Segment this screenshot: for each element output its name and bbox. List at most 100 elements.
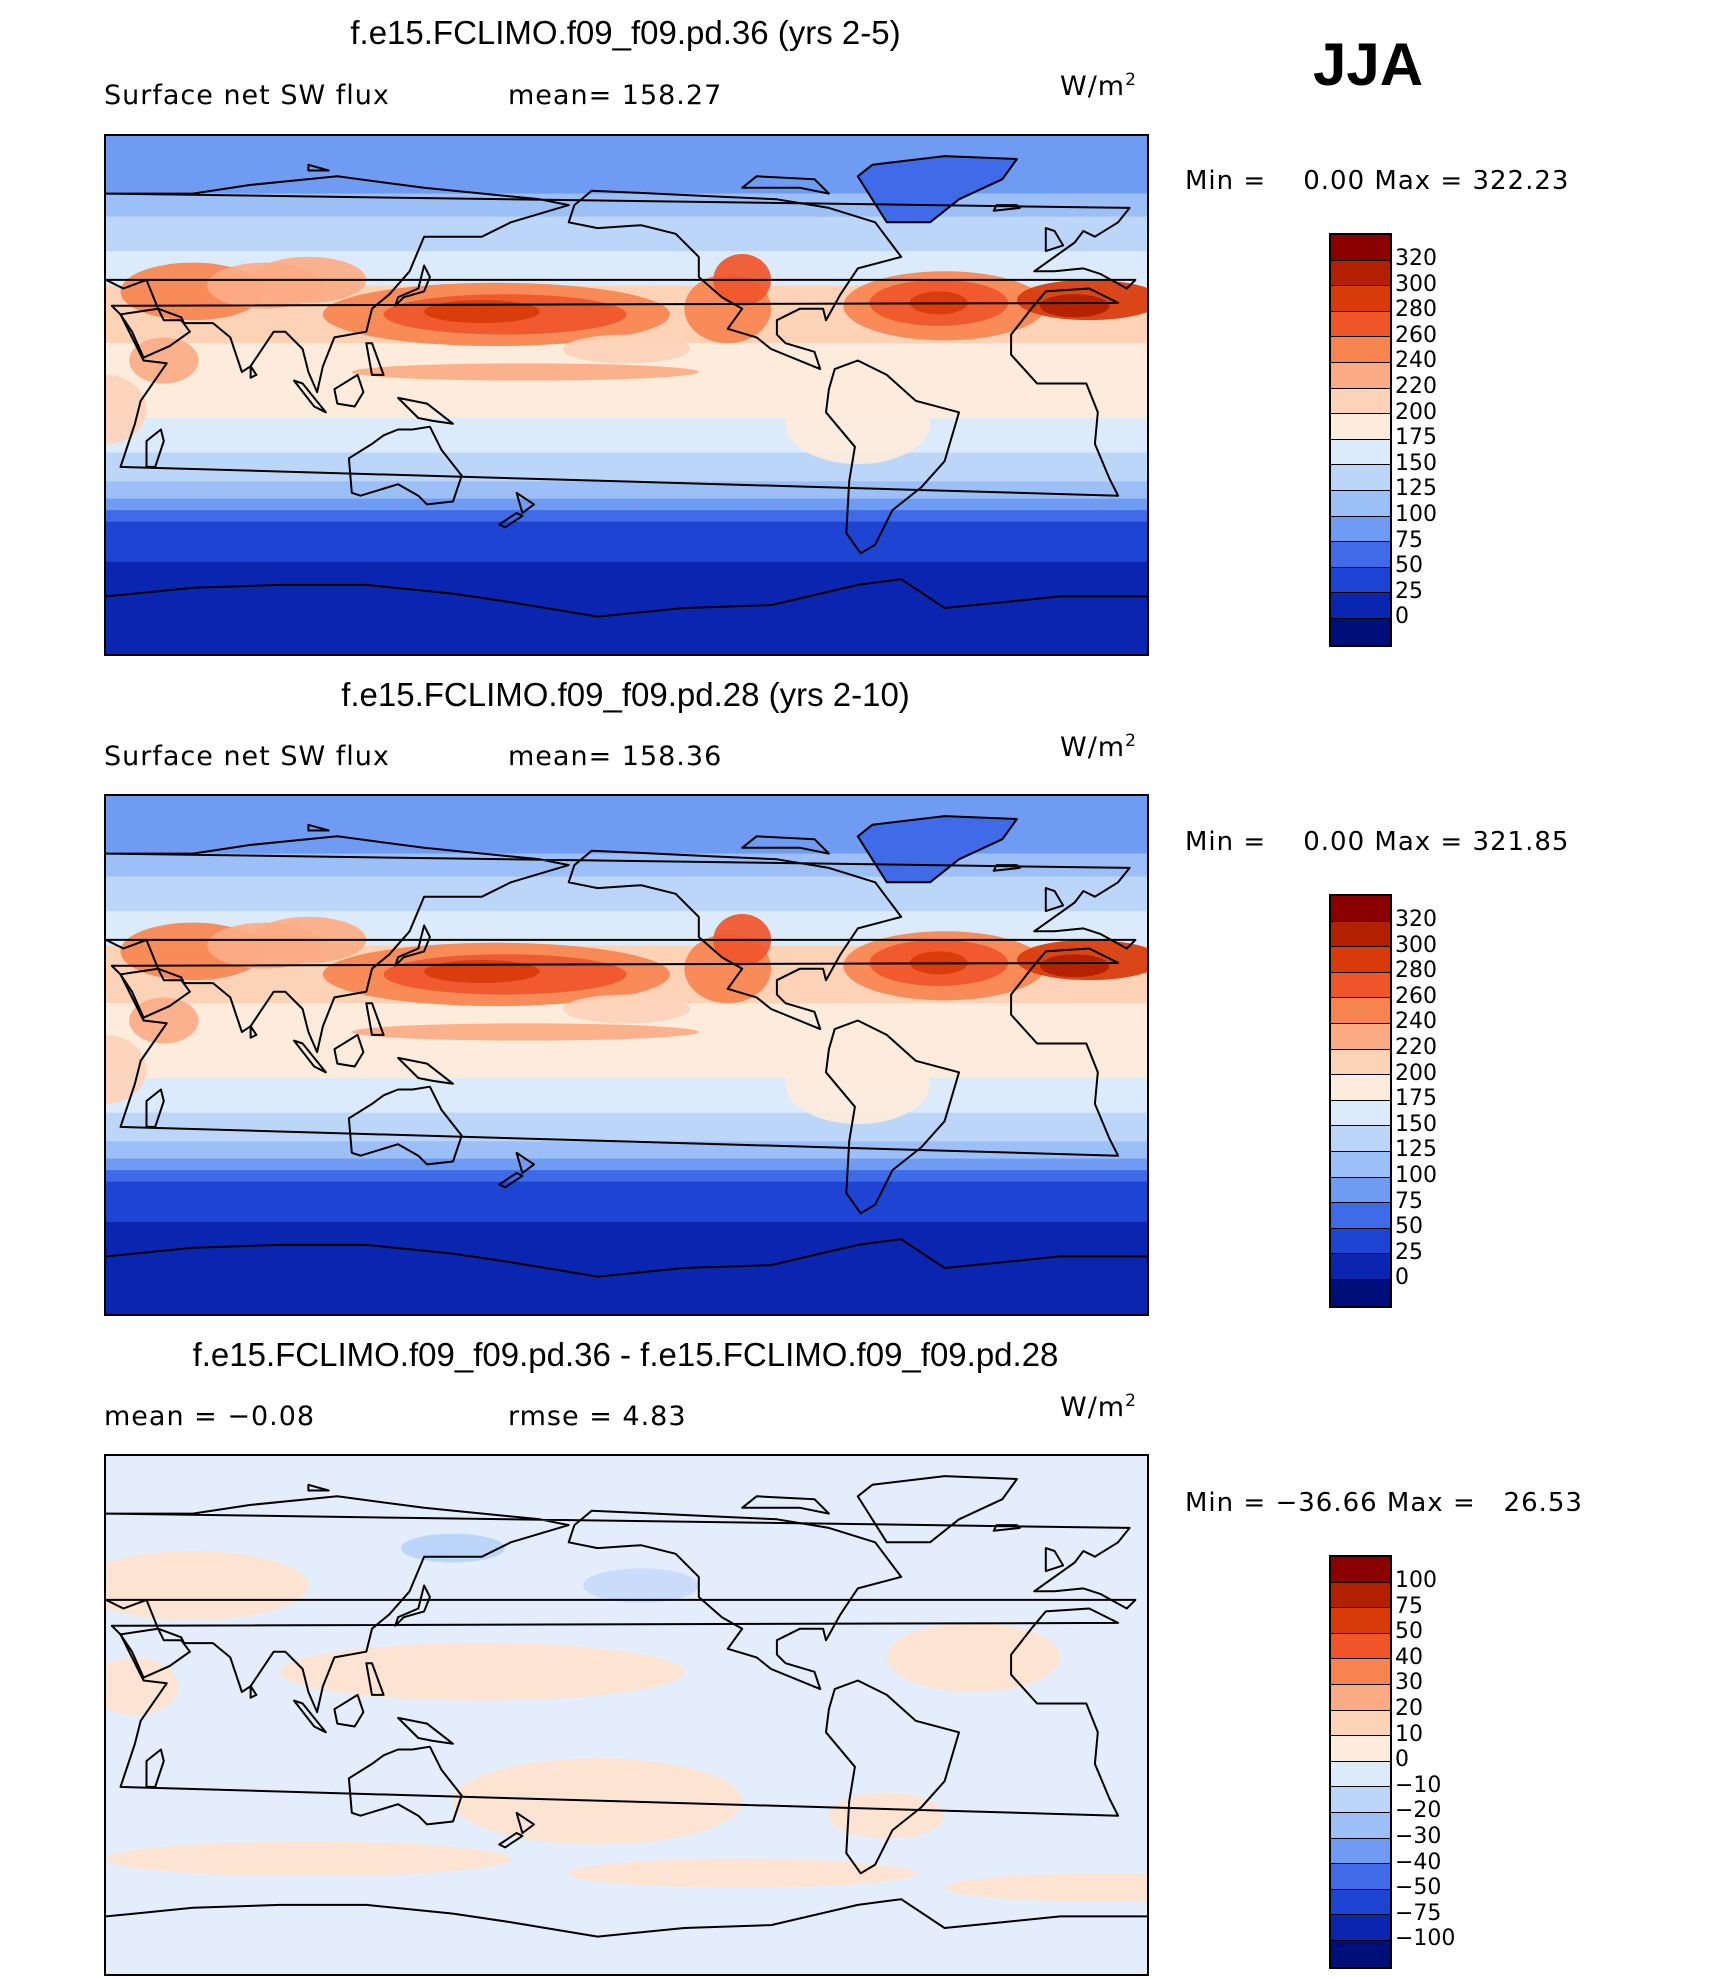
colorbar-tick-label: −75 bbox=[1395, 1900, 1442, 1926]
panel-3-minmax: Min = −36.66 Max = 26.53 bbox=[1185, 1488, 1583, 1518]
coastline bbox=[106, 578, 1147, 618]
coastline bbox=[365, 342, 385, 376]
colorbar-swatch bbox=[1331, 1684, 1390, 1711]
coastline bbox=[992, 864, 1021, 872]
coastline bbox=[397, 396, 454, 425]
colorbar-swatch bbox=[1331, 1228, 1390, 1255]
diff-region bbox=[568, 1858, 916, 1888]
colorbar-tick-label: 125 bbox=[1395, 1137, 1437, 1163]
panel-2-minmax: Min = 0.00 Max = 321.85 bbox=[1185, 827, 1570, 857]
flux-region bbox=[1040, 294, 1110, 318]
season-label: JJA bbox=[1313, 31, 1424, 98]
coastline bbox=[1044, 887, 1065, 913]
colorbar-swatch bbox=[1331, 1100, 1390, 1127]
coastline bbox=[110, 287, 1120, 497]
colorbar-tick-label: 50 bbox=[1395, 1214, 1423, 1240]
panel-2-map bbox=[104, 794, 1149, 1316]
colorbar-tick-label: 10 bbox=[1395, 1721, 1423, 1747]
coastline bbox=[1044, 227, 1065, 253]
colorbar-tick-label: 220 bbox=[1395, 373, 1437, 399]
field-layer bbox=[106, 136, 1147, 654]
panel-3-units: W/m2 bbox=[1060, 1391, 1137, 1423]
colorbar-swatch bbox=[1331, 388, 1390, 415]
colorbar-tick-label: 175 bbox=[1395, 1086, 1437, 1112]
colorbar-swatch bbox=[1331, 1049, 1390, 1076]
coastline bbox=[992, 204, 1021, 212]
colorbar-swatch bbox=[1331, 1557, 1390, 1583]
flux-band bbox=[106, 418, 1147, 454]
flux-band bbox=[106, 216, 1147, 253]
coastline bbox=[825, 359, 960, 555]
colorbar-swatch bbox=[1331, 972, 1390, 999]
flux-region bbox=[106, 374, 147, 444]
colorbar-tick-label: 20 bbox=[1395, 1695, 1423, 1721]
coastline bbox=[293, 1699, 327, 1734]
diff-region bbox=[944, 1873, 1147, 1903]
coastline bbox=[498, 1172, 524, 1189]
flux-region bbox=[351, 1023, 699, 1041]
coastline bbox=[567, 849, 903, 1031]
coastline bbox=[741, 835, 830, 855]
colorbar-tick-label: 240 bbox=[1395, 1009, 1437, 1035]
colorbar-tick-label: 300 bbox=[1395, 932, 1437, 958]
colorbar-swatch bbox=[1331, 1582, 1390, 1609]
coastline bbox=[119, 967, 191, 1019]
colorbar-tick-label: 25 bbox=[1395, 578, 1423, 604]
coastline bbox=[567, 189, 903, 371]
panel-1-colorbar-labels: 320 300 280 260 240 220 200 175 150 125 100 75 50 25 0 bbox=[1395, 246, 1437, 630]
coastline bbox=[119, 307, 191, 359]
coastlines bbox=[106, 815, 1147, 1278]
flux-region bbox=[785, 383, 931, 465]
panel-2-map-svg bbox=[106, 796, 1147, 1314]
panel-1-units-exponent: 2 bbox=[1125, 70, 1137, 90]
colorbar-swatch bbox=[1331, 542, 1390, 568]
coastline bbox=[110, 947, 1120, 1157]
colorbar-swatch bbox=[1331, 1940, 1390, 1967]
coastline bbox=[741, 175, 830, 195]
panel-2-colorbar-labels: 320 300 280 260 240 220 200 175 150 125 100 75 50 25 0 bbox=[1395, 907, 1437, 1291]
colorbar-swatch bbox=[1331, 311, 1390, 338]
flux-region bbox=[106, 1034, 147, 1104]
colorbar-swatch bbox=[1331, 1126, 1390, 1152]
colorbar-tick-label: −40 bbox=[1395, 1849, 1442, 1875]
coastline bbox=[106, 1898, 1147, 1938]
panel-1-title: f.e15.FCLIMO.f09_f09.pd.36 (yrs 2-5) bbox=[350, 14, 901, 51]
flux-region bbox=[562, 334, 691, 364]
colorbar-tick-label: 30 bbox=[1395, 1670, 1423, 1696]
colorbar-tick-label: 75 bbox=[1395, 527, 1423, 553]
colorbar-swatch bbox=[1331, 1608, 1390, 1634]
coastline bbox=[293, 1039, 327, 1074]
coastline bbox=[249, 365, 258, 379]
coastline bbox=[110, 1607, 1120, 1817]
panel-1-map bbox=[104, 134, 1149, 656]
coastline bbox=[333, 1033, 365, 1068]
coastline bbox=[307, 823, 330, 832]
panel-1-map-svg bbox=[106, 136, 1147, 654]
colorbar-swatch bbox=[1331, 1787, 1390, 1813]
panel-3-map bbox=[104, 1454, 1149, 1976]
greenland-field bbox=[857, 816, 1017, 883]
flux-band bbox=[106, 521, 1147, 540]
panel-1-colorbar bbox=[1329, 233, 1392, 647]
panel-3-colorbar-labels: 100 75 50 40 30 20 10 0 −10 −20 −30 −40 −50 −75 −100 bbox=[1395, 1568, 1455, 1952]
flux-region bbox=[129, 337, 199, 384]
colorbar-tick-label: 300 bbox=[1395, 271, 1437, 297]
coastlines bbox=[106, 155, 1147, 618]
coastline bbox=[1044, 1547, 1065, 1573]
panel-3-map-svg bbox=[106, 1456, 1147, 1974]
flux-band bbox=[106, 1078, 1147, 1114]
coastline bbox=[333, 373, 365, 408]
flux-band bbox=[106, 538, 1147, 563]
panel-2-units: W/m2 bbox=[1060, 731, 1137, 763]
colorbar-swatch bbox=[1331, 1023, 1390, 1050]
colorbar-tick-label: −100 bbox=[1395, 1926, 1456, 1952]
flux-region bbox=[785, 1043, 931, 1125]
coastline bbox=[333, 1693, 365, 1728]
coastline bbox=[307, 1483, 330, 1492]
flux-band bbox=[106, 1181, 1147, 1200]
colorbar-swatch bbox=[1331, 921, 1390, 948]
panel-2-units-exponent: 2 bbox=[1125, 731, 1137, 751]
coastline bbox=[347, 1085, 463, 1166]
flux-band bbox=[106, 1221, 1147, 1314]
coastline bbox=[347, 425, 463, 506]
